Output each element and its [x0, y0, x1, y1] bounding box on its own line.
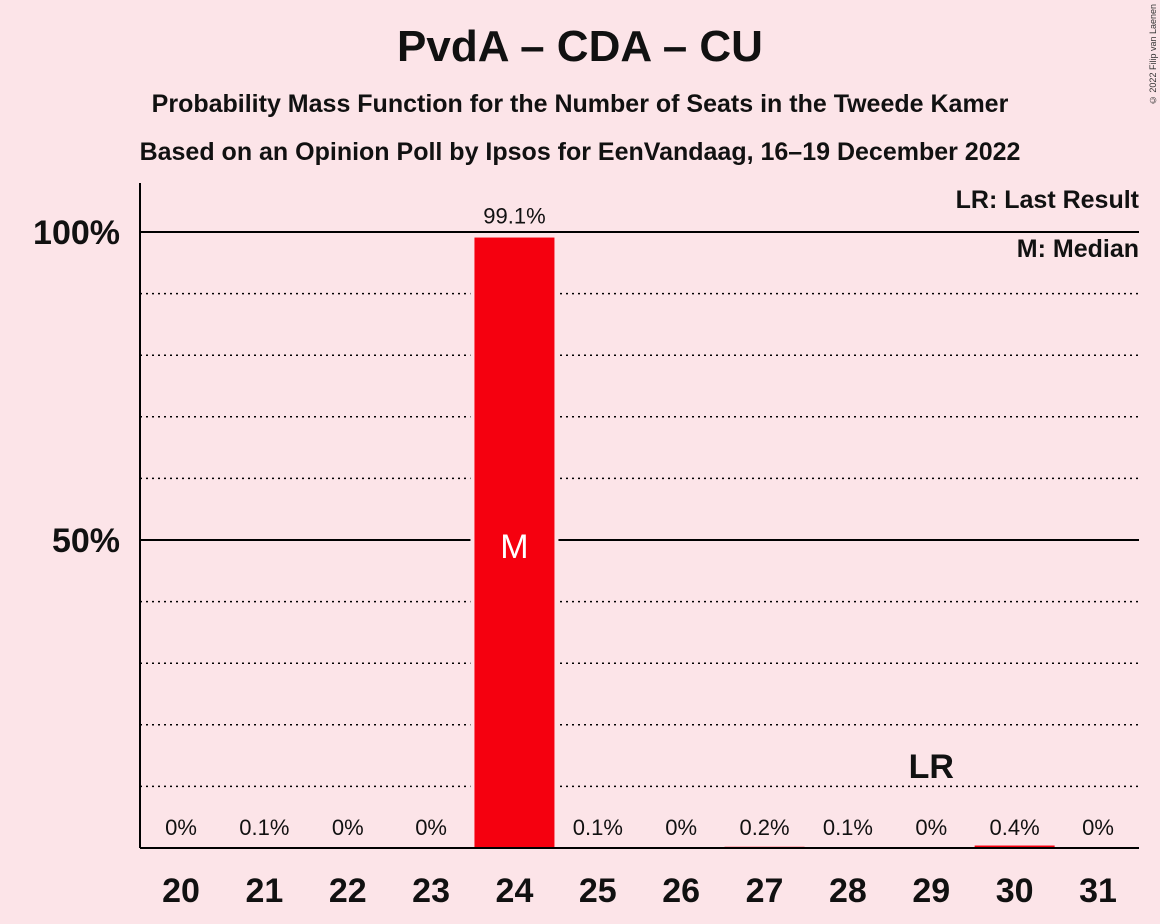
y-tick-label: 100% — [33, 214, 120, 252]
gridlines — [140, 231, 1139, 788]
legend-last-result: LR: Last Result — [956, 186, 1140, 214]
legend-median: M: Median — [1017, 235, 1139, 263]
data-label: 0% — [415, 815, 447, 840]
labels: 50% 100% 20 0% 21 0.1% 22 0% 23 0% 24 99.1% 25 0.1% 26… — [33, 204, 1117, 910]
bars — [224, 237, 1055, 848]
x-tick-label: 26 — [662, 872, 700, 910]
bar — [974, 845, 1055, 848]
x-tick-label: 29 — [912, 872, 950, 910]
data-label: 0% — [332, 815, 364, 840]
x-tick-label: 24 — [496, 872, 534, 910]
x-tick-label: 23 — [412, 872, 450, 910]
data-label: 0.4% — [990, 815, 1040, 840]
chart-subtitle-1: Probability Mass Function for the Number… — [151, 90, 1009, 118]
x-tick-label: 25 — [579, 872, 617, 910]
data-label: 0% — [1082, 815, 1114, 840]
median-marker: M — [500, 528, 528, 566]
data-label: 0.2% — [739, 815, 789, 840]
data-label: 0.1% — [239, 815, 289, 840]
x-tick-label: 31 — [1079, 872, 1117, 910]
last-result-marker: LR — [909, 748, 954, 786]
x-tick-label: 22 — [329, 872, 367, 910]
chart-subtitle-2: Based on an Opinion Poll by Ipsos for Ee… — [139, 138, 1021, 166]
y-tick-label: 50% — [52, 522, 120, 560]
data-label: 0.1% — [573, 815, 623, 840]
bar — [474, 237, 555, 848]
data-label: 0% — [665, 815, 697, 840]
x-tick-label: 21 — [245, 872, 283, 910]
chart-title: PvdA – CDA – CU — [397, 22, 763, 71]
x-tick-label: 28 — [829, 872, 867, 910]
axes — [139, 183, 1139, 849]
x-tick-label: 20 — [162, 872, 200, 910]
x-tick-label: 27 — [746, 872, 784, 910]
data-label: 99.1% — [483, 204, 545, 229]
data-label: 0.1% — [823, 815, 873, 840]
data-label: 0% — [165, 815, 197, 840]
x-tick-label: 30 — [996, 872, 1034, 910]
data-label: 0% — [915, 815, 947, 840]
